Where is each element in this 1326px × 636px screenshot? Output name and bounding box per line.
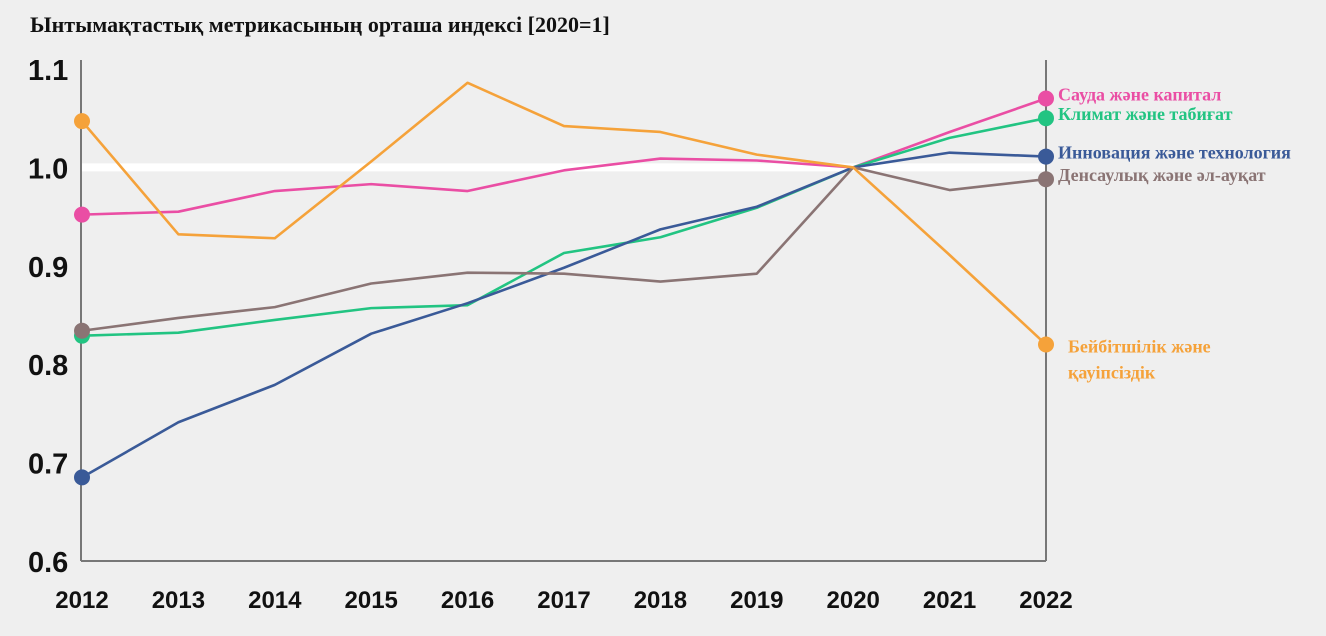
series-end-marker [1038, 110, 1054, 127]
chart-title: Ынтымақтастық метрикасының орташа индекс… [30, 12, 610, 37]
x-tick-label: 2016 [441, 587, 494, 614]
y-tick-label: 0.7 [28, 449, 68, 481]
x-tick-label: 2013 [152, 587, 205, 614]
series-label: Денсаулық және әл-ауқат [1058, 165, 1266, 185]
series-start-marker [74, 113, 90, 130]
series-label: қауіпсіздік [1068, 363, 1156, 383]
x-tick-label: 2020 [827, 587, 880, 614]
series-line [80, 166, 1048, 333]
series-line [80, 81, 1048, 346]
x-tick-label: 2014 [248, 587, 302, 614]
series-label: Сауда және капитал [1058, 85, 1221, 105]
series-end-marker [1038, 90, 1054, 107]
series-line [80, 97, 1048, 216]
x-tick-label: 2012 [55, 587, 108, 614]
y-tick-label: 0.9 [28, 252, 68, 284]
y-tick-label: 1.1 [28, 55, 68, 87]
x-tick-label: 2021 [923, 587, 976, 614]
series-label: Климат және табиғат [1058, 104, 1233, 124]
x-tick-label: 2022 [1019, 587, 1072, 614]
x-tick-label: 2015 [345, 587, 398, 614]
series-start-marker [74, 206, 90, 223]
series-end-marker [1038, 336, 1054, 353]
y-tick-label: 0.6 [28, 547, 68, 579]
series-end-marker [1038, 171, 1054, 188]
series-line [80, 116, 1048, 337]
y-tick-label: 1.0 [28, 153, 68, 185]
series-line [80, 151, 1048, 479]
y-tick-label: 0.8 [28, 350, 68, 382]
series-label: Инновация және технология [1058, 143, 1291, 163]
series-start-marker [74, 469, 90, 486]
series-start-marker [74, 322, 90, 339]
series-end-marker [1038, 148, 1054, 165]
x-tick-label: 2018 [634, 587, 687, 614]
x-tick-label: 2017 [537, 587, 590, 614]
series-label: Бейбітшілік және [1068, 337, 1211, 357]
x-tick-label: 2019 [730, 587, 783, 614]
